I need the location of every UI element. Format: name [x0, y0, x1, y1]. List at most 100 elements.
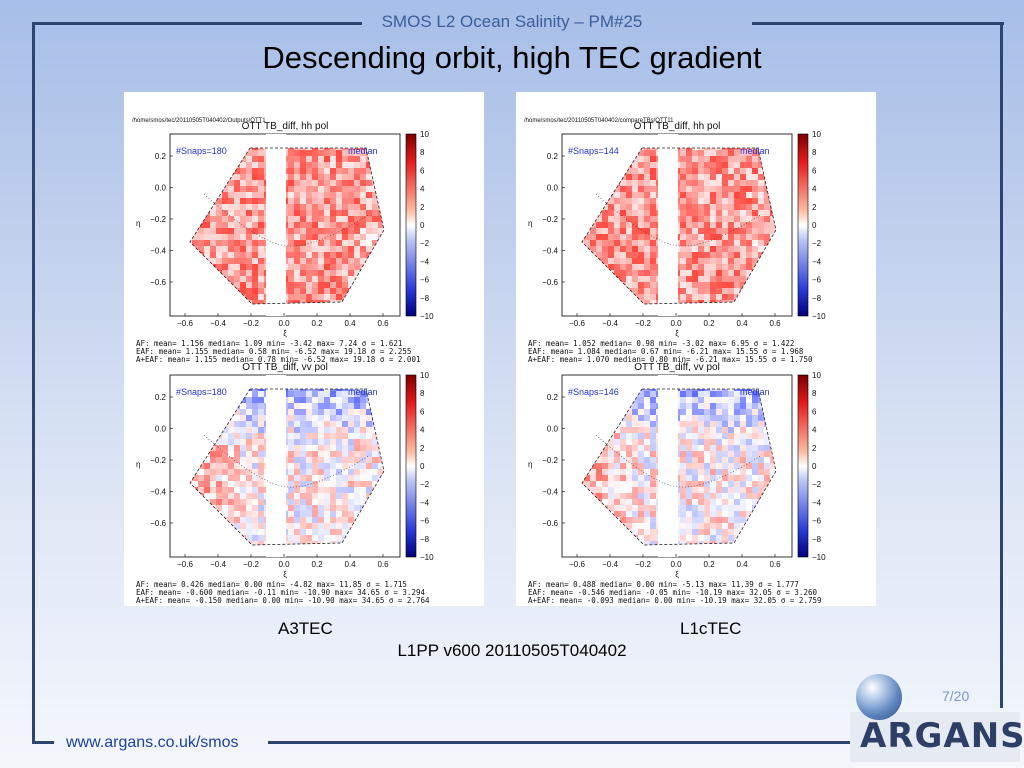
colorbar-tick-label: 8 [812, 148, 817, 157]
y-tick-label: 0.0 [547, 184, 559, 193]
colorbar-tick-label: −8 [420, 535, 430, 544]
y-tick-label: −0.6 [542, 519, 558, 528]
y-tick-label: −0.4 [542, 488, 558, 497]
af-contour [595, 193, 763, 247]
x-tick-label: −0.6 [569, 560, 585, 569]
alias-gap [266, 375, 286, 557]
colorbar-tick-label: −4 [420, 498, 430, 507]
figure-path: /home/smos/tec/20110505T040402/compareTB… [524, 118, 674, 124]
x-tick-label: −0.6 [569, 319, 585, 328]
y-tick-label: 0.2 [155, 152, 167, 161]
colorbar-tick-label: 6 [812, 166, 817, 175]
figure-path: /home/smos/tec/20110505T040402/Outputs/O… [132, 118, 266, 124]
x-tick-label: 0.0 [670, 319, 682, 328]
colorbar-tick-label: −8 [420, 294, 430, 303]
colorbar-tick-label: 10 [812, 371, 821, 380]
median-label: median [348, 146, 378, 156]
vv-plot: OTT TB_diff, vv pol #Snaps=146 median −0.6 −… [528, 362, 826, 605]
alias-gap [658, 375, 678, 557]
fov-boundary [189, 147, 385, 305]
snaps-count: #Snaps=180 [176, 387, 227, 397]
fov-boundary [581, 147, 777, 305]
colorbar-tick-label: 2 [420, 203, 425, 212]
slide-title: Descending orbit, high TEC gradient [262, 40, 762, 75]
alias-gap [658, 134, 678, 316]
caption-l1pp: L1PP v600 20110505T040402 [397, 641, 627, 660]
y-tick-label: −0.2 [150, 215, 166, 224]
colorbar-tick-label: 8 [420, 148, 425, 157]
colorbar-tick-label: 10 [812, 130, 821, 139]
globe-icon [856, 674, 902, 720]
stats-line: EAF: mean= 1.084 median= 0.67 min= -6.21… [528, 347, 804, 356]
y-tick-label: −0.2 [542, 456, 558, 465]
stats-line: AF: mean= 1.052 median= 0.98 min= -3.02 … [528, 339, 794, 348]
x-tick-label: 0.2 [311, 319, 323, 328]
colorbar [797, 374, 809, 558]
colorbar-tick-label: −2 [812, 239, 822, 248]
plot-title: OTT TB_diff, vv pol [242, 362, 328, 373]
colorbar-tick-label: −6 [420, 276, 430, 285]
stats-line: A+EAF: mean= -0.093 median= 0.00 min= -1… [528, 596, 822, 605]
colorbar-tick-label: 4 [420, 185, 425, 194]
x-tick-label: 0.6 [769, 560, 781, 569]
frame-line-bottom-left [32, 741, 54, 744]
colorbar-tick-label: 4 [420, 426, 425, 435]
snaps-count: #Snaps=180 [176, 146, 227, 156]
colorbar-tick-label: −4 [420, 257, 430, 266]
y-axis-label: η [136, 460, 140, 469]
hh-plot: OTT TB_diff, hh pol #Snaps=180 median −0.6 −… [136, 121, 434, 364]
stats-line: A+EAF: mean= 1.070 median= 0.80 min= -6.… [528, 355, 813, 364]
stats-line: AF: mean= 0.426 median= 0.00 min= -4.82 … [136, 580, 407, 589]
frame-line-left [32, 22, 35, 744]
colorbar-tick-label: 4 [812, 185, 817, 194]
x-tick-label: −0.2 [243, 319, 259, 328]
page-number: 7/20 [942, 688, 970, 704]
x-tick-label: 0.6 [769, 319, 781, 328]
colorbar-tick-label: 10 [420, 130, 429, 139]
af-contour [203, 434, 371, 488]
figure-svg: /home/smos/tec/20110505T040402/compareTB… [524, 118, 826, 605]
x-tick-label: 0.0 [278, 319, 290, 328]
colorbar-tick-label: −2 [420, 239, 430, 248]
x-tick-label: 0.4 [736, 560, 748, 569]
frame-line-top-left [32, 22, 362, 25]
y-tick-label: −0.4 [150, 247, 166, 256]
x-tick-label: 0.0 [670, 560, 682, 569]
x-tick-label: 0.0 [278, 560, 290, 569]
x-axis-label: ξ [675, 570, 679, 579]
x-tick-label: −0.4 [602, 560, 618, 569]
stats-line: AF: mean= 1.156 median= 1.09 min= -3.42 … [136, 339, 402, 348]
colorbar-tick-label: 8 [420, 389, 425, 398]
y-tick-label: −0.4 [150, 488, 166, 497]
stats-line: EAF: mean= -0.600 median= -0.11 min= -10… [136, 588, 425, 597]
x-tick-label: 0.2 [703, 319, 715, 328]
colorbar-tick-label: 8 [812, 389, 817, 398]
y-tick-label: −0.2 [150, 456, 166, 465]
stats-line: A+EAF: mean= -0.150 median= 0.00 min= -1… [136, 596, 430, 605]
y-axis-label: η [528, 219, 532, 228]
y-tick-label: 0.0 [155, 425, 167, 434]
y-tick-label: −0.2 [542, 215, 558, 224]
frame-line-top-right [752, 22, 1004, 25]
footer-link[interactable]: www.argans.co.uk/smos [66, 734, 239, 751]
x-tick-label: 0.4 [344, 560, 356, 569]
colorbar-tick-label: 2 [420, 444, 425, 453]
colorbar-tick-label: −10 [420, 553, 434, 562]
frame-line-right [1000, 22, 1003, 708]
caption-a3tec: A3TEC [278, 619, 333, 638]
x-tick-label: −0.4 [210, 560, 226, 569]
plot-title: OTT TB_diff, vv pol [634, 362, 720, 373]
x-tick-label: −0.6 [177, 319, 193, 328]
colorbar-tick-label: 6 [420, 166, 425, 175]
x-axis-label: ξ [283, 570, 287, 579]
x-tick-label: −0.4 [602, 319, 618, 328]
x-tick-label: 0.6 [377, 560, 389, 569]
colorbar-tick-label: −6 [812, 517, 822, 526]
y-tick-label: −0.6 [150, 278, 166, 287]
colorbar-tick-label: −10 [812, 312, 826, 321]
y-axis-label: η [136, 219, 140, 228]
logo-background [850, 712, 1020, 762]
vv-plot: OTT TB_diff, vv pol #Snaps=180 median −0.6 −… [136, 362, 434, 605]
x-tick-label: 0.6 [377, 319, 389, 328]
colorbar-tick-label: −6 [420, 517, 430, 526]
